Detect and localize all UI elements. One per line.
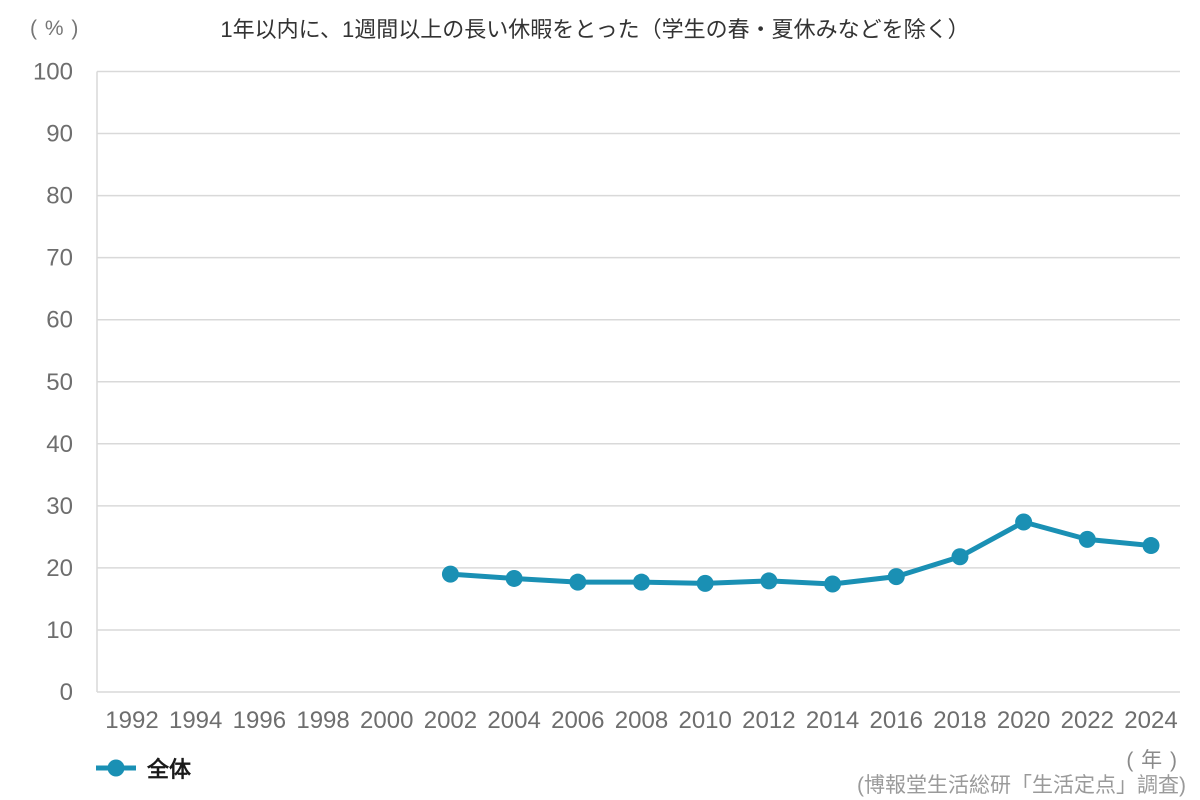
x-axis-tick-label: 1996 bbox=[233, 707, 286, 734]
data-point bbox=[760, 572, 778, 590]
data-point bbox=[505, 569, 523, 587]
y-axis-tick-label: 60 bbox=[46, 307, 73, 334]
x-axis-tick-label: 2010 bbox=[678, 707, 731, 734]
y-axis-tick-label: 30 bbox=[46, 493, 73, 520]
y-axis-tick-label: 90 bbox=[46, 121, 73, 148]
chart-title: 1年以内に、1週間以上の長い休暇をとった（学生の春・夏休みなどを除く） bbox=[220, 17, 970, 42]
series-line bbox=[447, 519, 1154, 587]
legend-line-marker-icon bbox=[96, 759, 136, 777]
x-axis-tick-label: 1994 bbox=[169, 707, 222, 734]
y-axis-tick-label: 80 bbox=[46, 183, 73, 210]
x-axis-tick-label: 2004 bbox=[487, 707, 540, 734]
legend-label: 全体 bbox=[147, 757, 192, 782]
y-axis-tick-label: 100 bbox=[33, 59, 73, 86]
x-axis-tick-label: 2018 bbox=[933, 707, 986, 734]
x-axis-tick-label: 2000 bbox=[360, 707, 413, 734]
x-axis-tick-label: 2016 bbox=[870, 707, 923, 734]
x-axis-tick-label: 2012 bbox=[742, 707, 795, 734]
data-point bbox=[887, 568, 905, 586]
data-point bbox=[1142, 537, 1160, 555]
y-axis-tick-label: 50 bbox=[46, 369, 73, 396]
x-axis-tick-label: 1998 bbox=[296, 707, 349, 734]
y-axis-tick-label: 70 bbox=[46, 245, 73, 272]
x-axis-tick-label: 2002 bbox=[424, 707, 477, 734]
y-axis-tick-label: 20 bbox=[46, 555, 73, 582]
data-point bbox=[951, 548, 969, 566]
y-axis-tick-label: 10 bbox=[46, 617, 73, 644]
y-axis-unit-label: ( % ) bbox=[30, 17, 80, 40]
y-axis-tick-label: 0 bbox=[60, 679, 73, 706]
data-point bbox=[1015, 513, 1033, 531]
data-point bbox=[824, 575, 842, 593]
y-axis-tick-label: 40 bbox=[46, 431, 73, 458]
x-axis-tick-label: 2014 bbox=[806, 707, 859, 734]
data-point bbox=[569, 573, 587, 591]
x-axis-unit-label: ( 年 ) bbox=[1126, 749, 1178, 772]
data-point bbox=[1078, 530, 1096, 548]
x-axis-tick-label: 1992 bbox=[105, 707, 158, 734]
x-axis-tick-label: 2024 bbox=[1124, 707, 1177, 734]
x-axis-tick-label: 2008 bbox=[615, 707, 668, 734]
data-point bbox=[441, 565, 459, 583]
x-axis-tick-label: 2006 bbox=[551, 707, 604, 734]
x-axis-tick-label: 2022 bbox=[1061, 707, 1114, 734]
legend: 全体 bbox=[95, 752, 191, 784]
data-point bbox=[696, 574, 714, 592]
x-axis-tick-label: 2020 bbox=[997, 707, 1050, 734]
data-point bbox=[633, 573, 650, 591]
source-note: (博報堂生活総研「生活定点」調査) bbox=[857, 774, 1186, 797]
